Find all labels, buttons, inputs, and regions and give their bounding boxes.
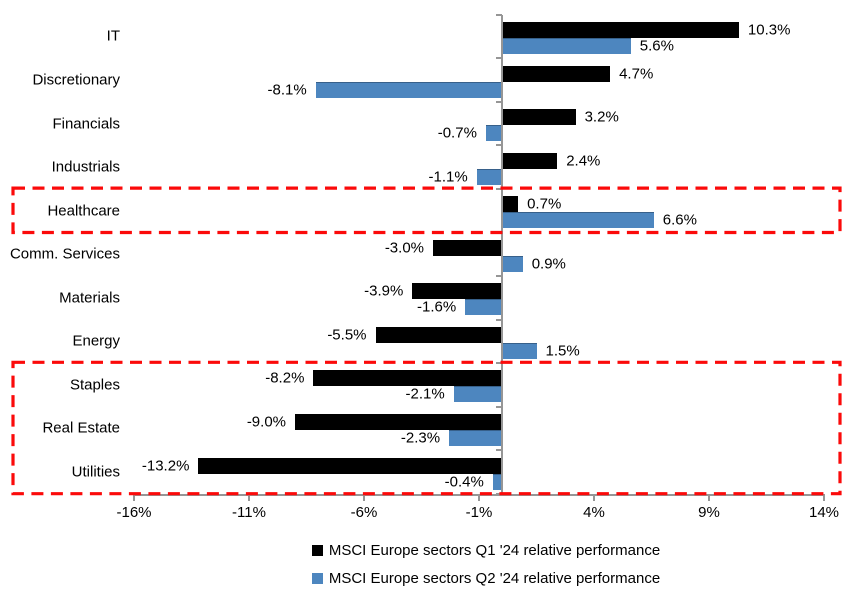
bar-q2-materials xyxy=(465,299,502,316)
value-label: -2.3% xyxy=(400,429,441,447)
x-axis-tick-label: -11% xyxy=(232,504,266,521)
legend-item-q2: MSCI Europe sectors Q2 '24 relative perf… xyxy=(311,564,661,592)
bar-q1-industrials xyxy=(502,152,558,169)
x-axis-tick xyxy=(478,493,480,501)
bar-q2-industrials xyxy=(476,168,502,185)
value-label: 0.7% xyxy=(527,195,562,213)
category-label-real-estate: Real Estate xyxy=(42,419,120,437)
x-axis-tick-label: 14% xyxy=(808,504,840,521)
y-axis-tick xyxy=(496,405,502,408)
category-label-energy: Energy xyxy=(72,332,120,350)
value-label: -9.0% xyxy=(246,413,286,431)
legend-swatch-q1-icon xyxy=(311,544,323,556)
value-label: -3.0% xyxy=(384,239,424,257)
bar-q1-financials xyxy=(502,109,576,126)
bar-q1-materials xyxy=(412,283,502,300)
x-axis-tick-label: 9% xyxy=(698,504,720,521)
legend: MSCI Europe sectors Q1 '24 relative perf… xyxy=(120,536,852,592)
y-axis-tick xyxy=(496,318,502,321)
value-label: -5.5% xyxy=(327,326,367,344)
category-label-comm-services: Comm. Services xyxy=(9,245,120,263)
value-label: 4.7% xyxy=(619,65,654,83)
y-axis-line xyxy=(501,14,503,494)
category-label-financials: Financials xyxy=(52,115,120,133)
legend-swatch-q2-icon xyxy=(311,572,323,584)
x-axis-tick xyxy=(248,493,250,501)
value-label: 10.3% xyxy=(747,21,791,39)
value-label: -0.4% xyxy=(444,473,484,490)
value-label: 0.9% xyxy=(531,255,566,273)
value-label: 1.5% xyxy=(545,342,580,360)
category-label-it: IT xyxy=(106,27,120,45)
legend-item-q1: MSCI Europe sectors Q1 '24 relative perf… xyxy=(311,536,661,564)
value-label: 2.4% xyxy=(566,152,601,170)
x-axis-tick xyxy=(363,493,365,501)
bar-q2-comm-services xyxy=(502,255,523,272)
bar-q1-staples xyxy=(313,370,502,387)
category-label-discretionary: Discretionary xyxy=(32,71,120,89)
value-label: -0.7% xyxy=(437,124,477,142)
y-axis-tick xyxy=(496,144,502,147)
category-label-healthcare: Healthcare xyxy=(47,202,120,220)
value-label: -8.1% xyxy=(267,81,307,99)
bar-q1-real-estate xyxy=(295,413,502,430)
value-label: -3.9% xyxy=(364,282,404,300)
value-label: -1.1% xyxy=(428,168,468,186)
bar-q1-energy xyxy=(375,326,502,343)
x-axis-tick xyxy=(133,493,135,501)
value-label: -1.6% xyxy=(417,298,457,316)
y-axis-tick xyxy=(496,449,502,452)
x-axis-tick xyxy=(708,493,710,501)
bar-q2-staples xyxy=(453,386,502,403)
bar-q1-comm-services xyxy=(433,239,502,256)
bar-q1-healthcare xyxy=(502,196,519,213)
bar-q2-energy xyxy=(502,342,537,359)
bar-q2-real-estate xyxy=(449,429,502,446)
bar-q2-financials xyxy=(485,125,502,142)
x-axis-tick xyxy=(823,493,825,501)
category-label-materials: Materials xyxy=(59,289,120,307)
y-axis-tick xyxy=(496,187,502,190)
x-axis-tick-label: -1% xyxy=(465,504,493,521)
bar-q1-discretionary xyxy=(502,65,611,82)
y-axis-tick xyxy=(496,275,502,277)
value-label: 5.6% xyxy=(639,37,674,55)
bar-q2-it xyxy=(502,38,631,54)
legend-label-q2: MSCI Europe sectors Q2 '24 relative perf… xyxy=(328,569,661,587)
x-axis-tick-label: -6% xyxy=(350,504,378,521)
value-label: 3.2% xyxy=(584,108,619,126)
y-axis-tick xyxy=(496,231,502,234)
bar-q1-utilities xyxy=(198,457,502,474)
value-label: -13.2% xyxy=(141,457,190,474)
x-axis-tick xyxy=(593,493,595,501)
category-label-industrials: Industrials xyxy=(51,158,120,176)
y-axis-tick xyxy=(496,362,502,365)
value-label: -2.1% xyxy=(405,385,445,403)
category-label-staples: Staples xyxy=(69,376,120,394)
legend-label-q1: MSCI Europe sectors Q1 '24 relative perf… xyxy=(328,541,661,559)
bar-q2-healthcare xyxy=(502,212,654,229)
healthcare-highlight-box xyxy=(11,186,842,235)
x-axis-tick-label: -16% xyxy=(116,504,152,521)
y-axis-tick xyxy=(496,13,502,16)
x-axis-tick-label: 4% xyxy=(583,504,605,521)
y-axis-tick xyxy=(496,100,502,103)
bar-q2-discretionary xyxy=(315,81,502,98)
y-axis-tick xyxy=(496,57,502,60)
value-label: -8.2% xyxy=(265,369,305,387)
value-label: 6.6% xyxy=(662,211,697,229)
bar-q1-it xyxy=(502,22,739,38)
category-label-utilities: Utilities xyxy=(71,463,120,481)
